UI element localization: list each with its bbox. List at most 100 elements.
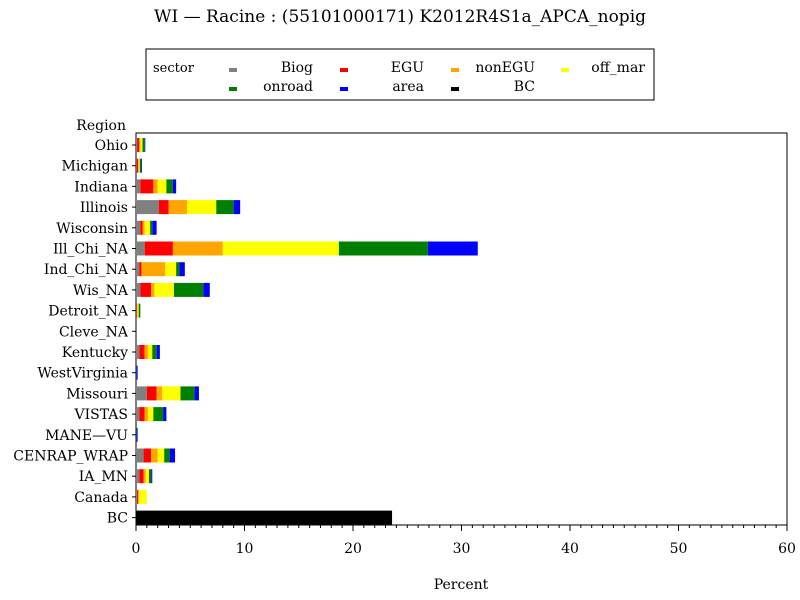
bar-wisconsin-area <box>152 220 157 235</box>
x-tick-label: 0 <box>132 541 141 557</box>
bar-wis-na-biog <box>136 282 141 297</box>
bar-cenrap-wrap-biog <box>136 448 144 463</box>
legend-label-bc: BC <box>514 79 535 95</box>
y-tick-label: WestVirginia <box>37 366 128 382</box>
y-axis-ticks: Ohio Michigan Indiana Illinois Wisconsin Ill_… <box>13 138 136 527</box>
x-axis-label: Percent <box>434 577 489 593</box>
bar-ill-chi-na-egu <box>144 241 173 256</box>
bar-indiana-area <box>172 179 177 194</box>
plot-area <box>135 132 788 526</box>
bar-bc-bc <box>136 510 393 525</box>
bar-canada-off-mar <box>139 489 147 504</box>
legend-swatch-biog <box>229 68 237 72</box>
bar-detroit-na-egu <box>136 303 138 318</box>
bar-michigan-onroad <box>139 158 142 173</box>
y-tick-label: Detroit_NA <box>48 304 129 320</box>
bar-wis-na-egu <box>140 282 152 297</box>
bar-kentucky-off-mar <box>147 345 153 359</box>
bar-cenrap-wrap-area <box>169 448 176 463</box>
legend-label-nonegu: nonEGU <box>475 60 535 76</box>
legend-swatch-bc <box>451 87 459 91</box>
bar-wisconsin-nonegu <box>142 220 145 235</box>
bar-detroit-na-nonegu <box>137 303 138 318</box>
bar-ind-chi-na-onroad <box>176 262 180 277</box>
bar-michigan-area <box>141 158 143 173</box>
chart-title: WI — Racine : (55101000171) K2012R4S1a_A… <box>154 7 646 27</box>
x-tick-label: 30 <box>453 541 471 557</box>
bar-vistas-egu <box>139 407 145 422</box>
bar-ill-chi-na-off-mar <box>222 241 339 256</box>
y-tick-label: VISTAS <box>73 407 128 423</box>
bar-canada-biog <box>136 489 138 504</box>
bars <box>136 138 478 525</box>
bar-cenrap-wrap-onroad <box>164 448 170 463</box>
y-tick-label: Ind_Chi_NA <box>44 262 129 278</box>
bar-detroit-na-biog <box>136 303 137 318</box>
bar-illinois-off-mar <box>187 200 217 215</box>
bar-cenrap-wrap-egu <box>143 448 152 463</box>
bar-mane-vu-onroad <box>136 427 137 442</box>
x-axis-ticks: 0 10 20 30 40 50 60 <box>132 525 796 557</box>
bar-ia-mn-egu <box>139 469 144 484</box>
bar-ohio-onroad <box>142 138 145 152</box>
x-tick-label: 10 <box>236 541 254 557</box>
legend-label-egu: EGU <box>391 60 424 76</box>
bar-canada-egu <box>137 489 139 504</box>
bar-ill-chi-na-nonegu <box>172 241 223 256</box>
bar-missouri-onroad <box>180 386 195 401</box>
x-tick-label: 60 <box>778 541 796 557</box>
y-tick-label: Michigan <box>62 159 128 175</box>
bar-vistas-area <box>163 407 167 422</box>
y-tick-label: Ohio <box>95 138 128 154</box>
bar-ia-mn-biog <box>136 469 140 484</box>
bar-missouri-egu <box>146 386 157 401</box>
legend-swatch-nonegu <box>451 68 459 72</box>
bar-detroit-na-onroad <box>138 303 141 318</box>
y-tick-label: BC <box>107 511 128 527</box>
legend-swatch-egu <box>340 68 348 72</box>
legend-swatch-area <box>340 87 348 91</box>
bar-indiana-biog <box>136 179 141 194</box>
bar-ohio-nonegu <box>139 138 141 152</box>
bar-detroit-na-off-mar <box>137 303 139 318</box>
bar-wis-na-nonegu <box>151 282 155 297</box>
y-tick-label: MANE—VU <box>45 428 128 444</box>
bar-kentucky-egu <box>139 345 145 359</box>
bar-illinois-egu <box>158 200 169 215</box>
y-tick-label: Wis_NA <box>73 283 129 299</box>
bar-indiana-onroad <box>166 179 173 194</box>
bar-indiana-nonegu <box>153 179 158 194</box>
bar-ia-mn-nonegu <box>143 469 146 484</box>
y-tick-label: Cleve_NA <box>59 324 129 340</box>
bar-ill-chi-na-biog <box>136 241 145 256</box>
bar-wisconsin-onroad <box>150 220 153 235</box>
bar-ohio-egu <box>137 138 140 152</box>
x-tick-label: 40 <box>561 541 579 557</box>
legend-box <box>145 48 655 101</box>
bar-kentucky-biog <box>136 345 140 359</box>
y-tick-label: Ill_Chi_NA <box>53 242 129 258</box>
bar-canada-nonegu <box>138 489 140 504</box>
bar-vistas-off-mar <box>147 407 154 422</box>
legend-label-onroad: onroad <box>263 79 313 95</box>
bar-wisconsin-off-mar <box>144 220 151 235</box>
legend-title: sector <box>153 61 195 76</box>
bar-kentucky-nonegu <box>144 345 148 359</box>
bar-westvirginia-onroad <box>136 365 137 380</box>
x-tick-label: 20 <box>344 541 362 557</box>
y-axis-label: Region <box>76 118 126 134</box>
bar-vistas-onroad <box>153 407 164 422</box>
y-tick-label: Missouri <box>66 386 128 402</box>
bar-missouri-biog <box>136 386 147 401</box>
bar-michigan-off-mar <box>138 158 140 173</box>
y-tick-label: Illinois <box>80 200 128 216</box>
y-tick-label: Kentucky <box>62 345 128 361</box>
bar-mane-vu-area <box>136 427 138 442</box>
y-tick-label: Wisconsin <box>56 221 128 237</box>
legend-label-biog: Biog <box>281 60 313 76</box>
bar-ind-chi-na-area <box>179 262 185 277</box>
bar-ind-chi-na-egu <box>139 262 142 277</box>
bar-cenrap-wrap-nonegu <box>151 448 158 463</box>
